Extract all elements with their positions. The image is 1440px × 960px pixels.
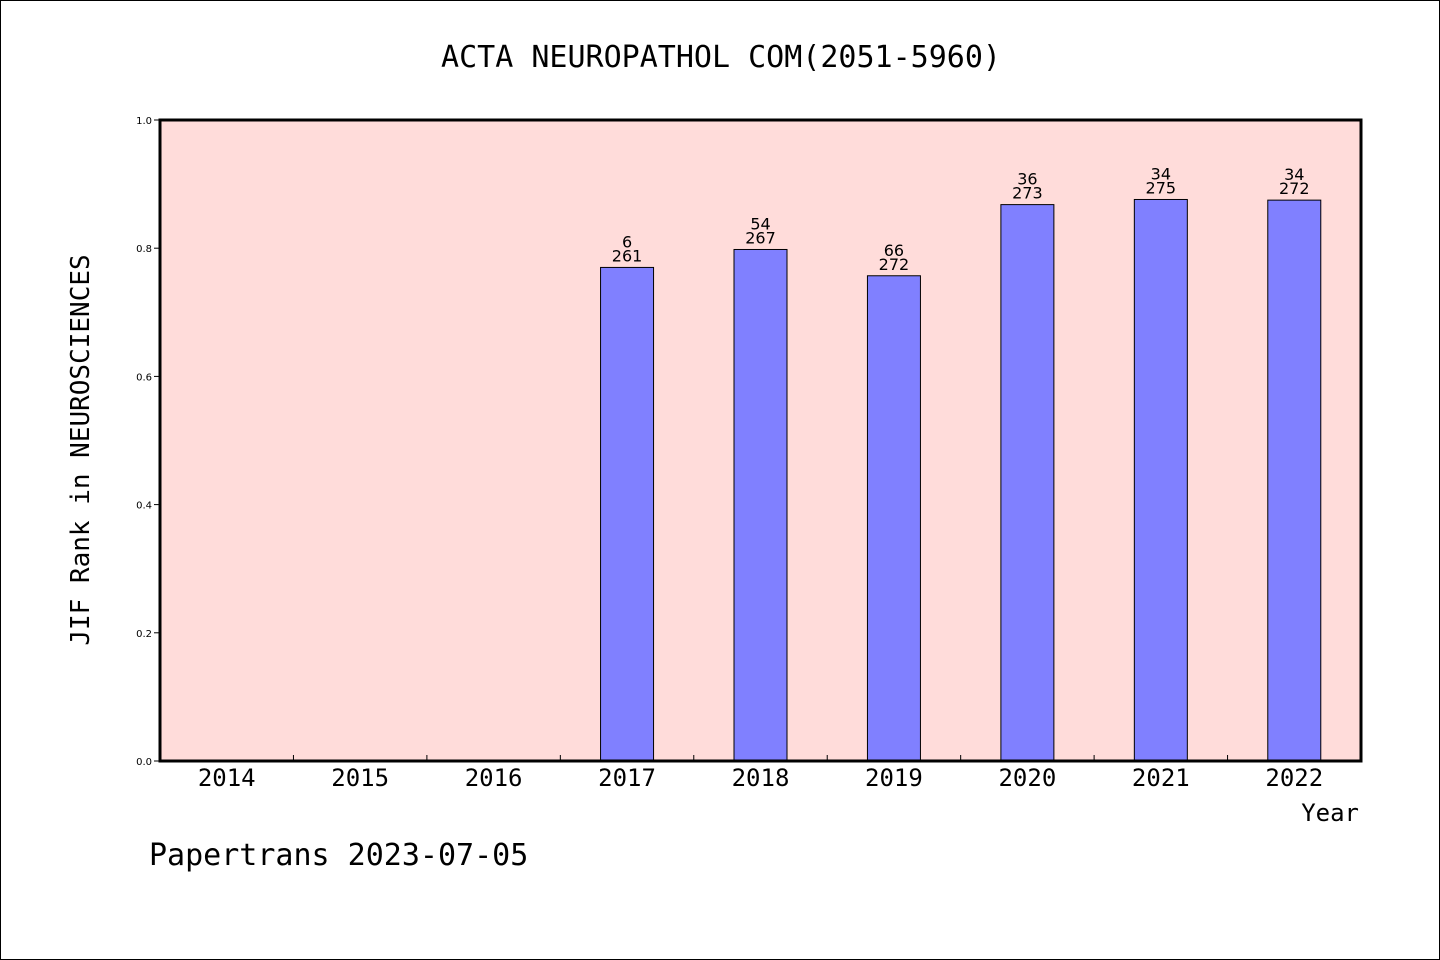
bar [1000, 204, 1055, 762]
bar [1267, 199, 1322, 762]
y-tick-label: 0.2 [136, 629, 152, 640]
bar-total-label: 272 [1279, 179, 1310, 198]
bar [733, 248, 788, 762]
y-tick-label: 1.0 [136, 116, 152, 127]
x-tick-label: 2015 [331, 764, 389, 792]
bar-rank-label: 6 [622, 232, 632, 251]
x-tick-label: 2016 [465, 764, 523, 792]
bar-total-label: 261 [612, 246, 643, 265]
bar [1133, 198, 1188, 762]
x-axis-ticks: 2014 2015 2016 2017 2018 2019 2020 2021 2022 [198, 755, 1323, 792]
x-tick-label: 2014 [198, 764, 256, 792]
bar [600, 266, 655, 762]
x-tick-label: 2018 [732, 764, 790, 792]
bar-total-label: 272 [879, 255, 910, 274]
y-axis-label: JIF Rank in NEUROSCIENCES [66, 254, 96, 645]
x-tick-label: 2019 [865, 764, 923, 792]
bar-rank-label: 54 [750, 214, 770, 233]
bar-total-label: 275 [1146, 178, 1177, 197]
bar-rank-label: 34 [1284, 165, 1304, 184]
bar [866, 275, 921, 762]
x-axis-label: Year [1301, 799, 1359, 827]
x-tick-label: 2020 [998, 764, 1056, 792]
x-tick-label: 2017 [598, 764, 656, 792]
bar-total-label: 273 [1012, 184, 1043, 203]
bar-rank-label: 66 [884, 241, 904, 260]
chart-title: ACTA NEUROPATHOL COM(2051-5960) [441, 40, 1001, 75]
x-tick-label: 2021 [1132, 764, 1190, 792]
x-tick-label: 2022 [1265, 764, 1323, 792]
bar-rank-label: 34 [1151, 164, 1171, 183]
y-tick-label: 0.6 [136, 372, 152, 383]
bar-rank-label: 36 [1017, 170, 1037, 189]
y-tick-label: 0.0 [136, 757, 152, 768]
y-tick-label: 0.4 [136, 501, 152, 512]
bar-series [600, 198, 1322, 762]
footer-source: Papertrans 2023-07-05 [149, 838, 528, 873]
plot-border [158, 118, 1363, 763]
bar-total-label: 267 [745, 228, 776, 247]
y-tick-label: 0.8 [136, 244, 152, 255]
y-axis-ticks: 0.0 0.2 0.4 0.6 0.8 1.0 [136, 116, 160, 768]
